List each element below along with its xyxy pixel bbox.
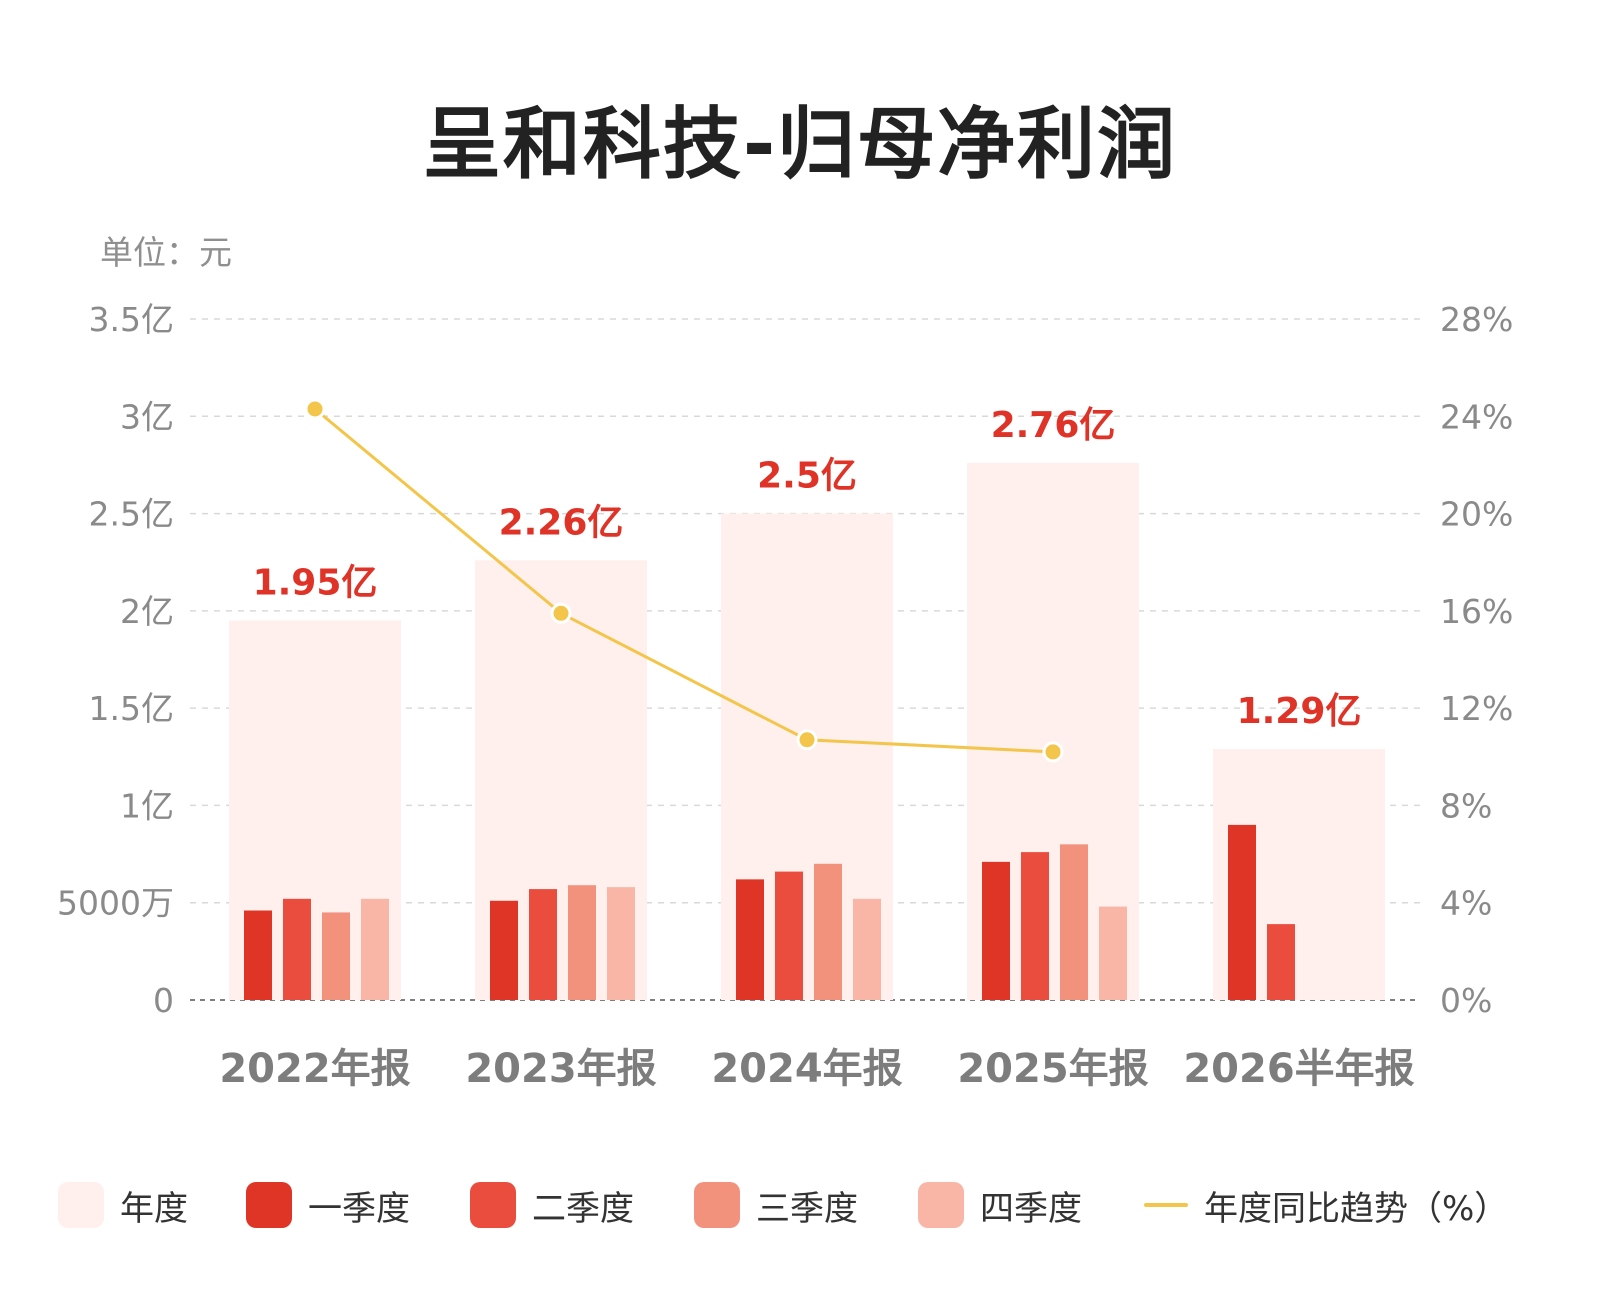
y2-tick-label: 20% bbox=[1440, 495, 1513, 534]
legend-swatch-q1 bbox=[246, 1182, 292, 1228]
legend-item-q2[interactable]: 二季度 bbox=[470, 1180, 634, 1230]
legend: 年度 一季度 二季度 三季度 四季度 年度同比趋势（%） bbox=[58, 1180, 1578, 1230]
legend-swatch-q2 bbox=[470, 1182, 516, 1228]
legend-label-q3: 三季度 bbox=[756, 1188, 858, 1229]
x-category-label: 2023年报 bbox=[465, 1046, 656, 1092]
legend-label-annual: 年度 bbox=[120, 1188, 188, 1229]
x-category-label: 2026半年报 bbox=[1183, 1046, 1414, 1092]
quarter-bar-q3 bbox=[568, 885, 596, 1000]
y-tick-label: 3亿 bbox=[120, 397, 174, 436]
axis-labels: 0 5000万 1亿 1.5亿 2亿 2.5亿 3亿 3.5亿 0% 4% 8% 12% 16% 20% 2… bbox=[57, 300, 1513, 1092]
chart-title: 呈和科技-归母净利润 bbox=[422, 100, 1178, 190]
y-tick-label: 1.5亿 bbox=[89, 689, 174, 728]
y2-tick-label: 0% bbox=[1440, 981, 1492, 1020]
y2-tick-label: 12% bbox=[1440, 689, 1513, 728]
quarter-bar-q3 bbox=[1060, 844, 1088, 1000]
legend-item-annual[interactable]: 年度 bbox=[58, 1180, 188, 1230]
y2-tick-label: 24% bbox=[1440, 397, 1513, 436]
quarter-bar-q2 bbox=[529, 889, 557, 1000]
legend-item-q1[interactable]: 一季度 bbox=[246, 1180, 410, 1230]
y-tick-label: 2亿 bbox=[120, 592, 174, 631]
y-tick-label: 3.5亿 bbox=[89, 300, 174, 339]
legend-item-q3[interactable]: 三季度 bbox=[694, 1180, 858, 1230]
legend-label-q4: 四季度 bbox=[980, 1188, 1082, 1229]
legend-item-trend[interactable]: 年度同比趋势（%） bbox=[1142, 1180, 1508, 1230]
quarter-bar-q2 bbox=[775, 871, 803, 1000]
legend-swatch-q4 bbox=[918, 1182, 964, 1228]
y-tick-label: 2.5亿 bbox=[89, 495, 174, 534]
trend-point bbox=[550, 602, 572, 624]
trend-point bbox=[796, 729, 818, 751]
legend-swatch-annual bbox=[58, 1182, 104, 1228]
quarter-bar-q4 bbox=[607, 887, 635, 1000]
annual-value-label: 2.26亿 bbox=[499, 502, 624, 543]
y2-tick-label: 8% bbox=[1440, 786, 1492, 825]
x-category-label: 2022年报 bbox=[219, 1046, 410, 1092]
quarter-bar-q4 bbox=[361, 898, 389, 1000]
y-tick-label: 0 bbox=[153, 981, 174, 1020]
y-tick-label: 5000万 bbox=[57, 884, 174, 923]
legend-label-q2: 二季度 bbox=[532, 1188, 634, 1229]
quarter-bar-q4 bbox=[1099, 906, 1127, 1000]
y-tick-label: 1亿 bbox=[120, 786, 174, 825]
quarter-bar-q1 bbox=[982, 861, 1010, 1000]
y2-tick-label: 4% bbox=[1440, 884, 1492, 923]
quarter-bar-q2 bbox=[1267, 924, 1295, 1000]
annual-value-label: 1.29亿 bbox=[1237, 691, 1362, 732]
y2-tick-label: 16% bbox=[1440, 592, 1513, 631]
x-category-label: 2024年报 bbox=[711, 1046, 902, 1092]
legend-swatch-q3 bbox=[694, 1182, 740, 1228]
legend-label-q1: 一季度 bbox=[308, 1188, 410, 1229]
legend-swatch-trend bbox=[1144, 1203, 1188, 1207]
y2-tick-label: 28% bbox=[1440, 300, 1513, 339]
annual-value-label: 2.76亿 bbox=[991, 405, 1116, 446]
quarter-bar-q2 bbox=[283, 898, 311, 1000]
trend-point bbox=[1042, 741, 1064, 763]
x-category-label: 2025年报 bbox=[957, 1046, 1148, 1092]
quarter-bars bbox=[244, 824, 1295, 1000]
trend-line bbox=[304, 398, 1064, 763]
trend-point bbox=[304, 398, 326, 420]
quarter-bar-q3 bbox=[814, 863, 842, 1000]
value-labels: 1.95亿 2.26亿 2.5亿 2.76亿 1.29亿 bbox=[253, 405, 1362, 732]
trend-series-line bbox=[314, 407, 1054, 754]
quarter-bar-q1 bbox=[490, 900, 518, 1000]
quarter-bar-q3 bbox=[322, 912, 350, 1000]
legend-item-q4[interactable]: 四季度 bbox=[918, 1180, 1082, 1230]
unit-label: 单位：元 bbox=[100, 233, 232, 272]
quarter-bar-q1 bbox=[736, 879, 764, 1000]
quarter-bar-q2 bbox=[1021, 852, 1049, 1000]
quarter-bar-q4 bbox=[853, 898, 881, 1000]
quarter-bar-q1 bbox=[244, 910, 272, 1000]
legend-label-trend: 年度同比趋势（%） bbox=[1204, 1188, 1509, 1229]
annual-value-label: 2.5亿 bbox=[757, 456, 857, 497]
quarter-bar-q1 bbox=[1228, 824, 1256, 1000]
annual-value-label: 1.95亿 bbox=[253, 563, 378, 604]
